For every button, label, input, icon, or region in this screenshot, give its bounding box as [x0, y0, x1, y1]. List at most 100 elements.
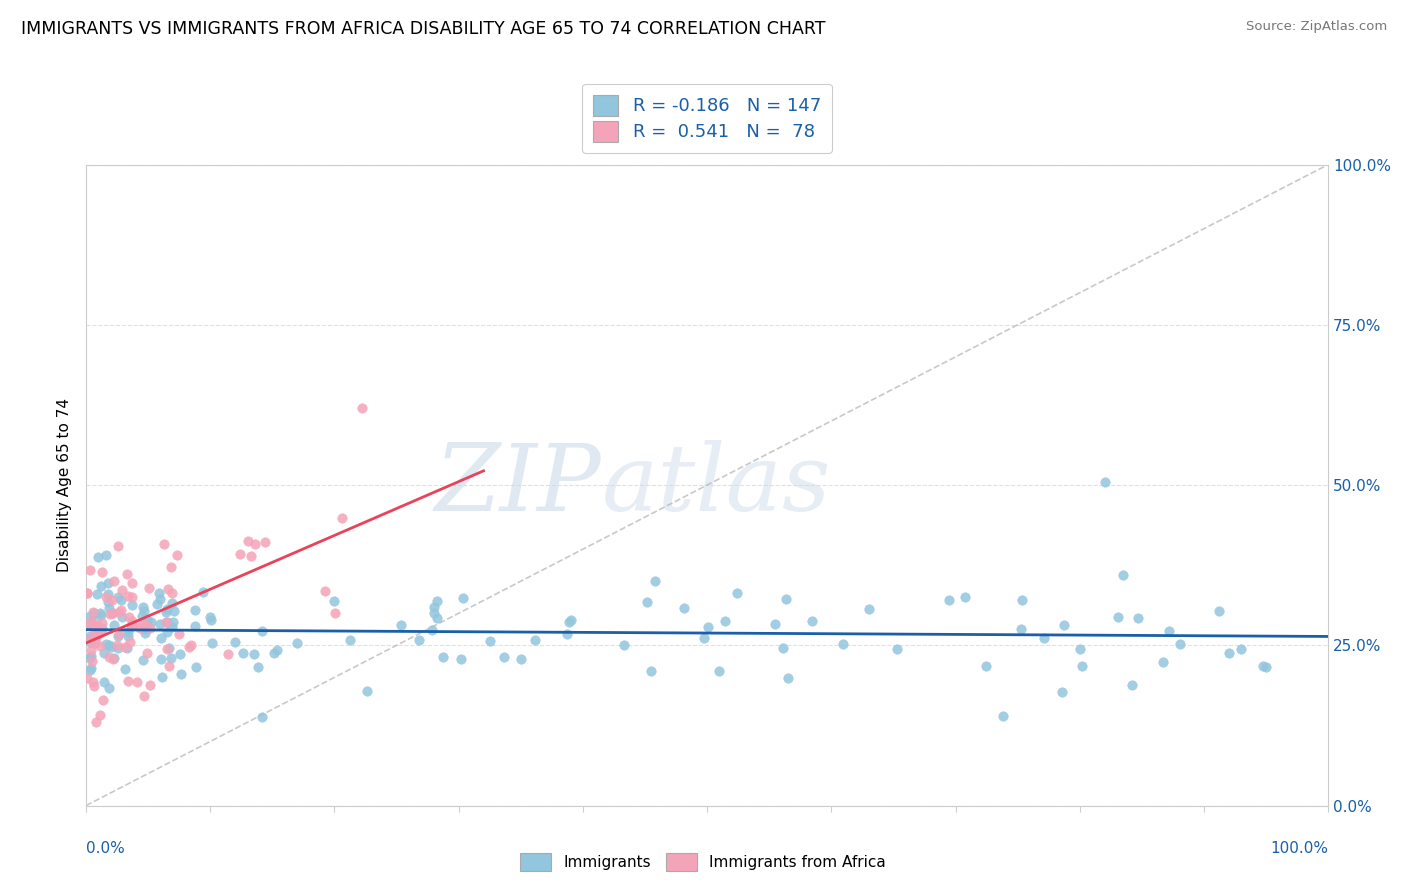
Point	[117, 589, 139, 603]
Point	[314, 583, 336, 598]
Point	[166, 549, 188, 563]
Text: IMMIGRANTS VS IMMIGRANTS FROM AFRICA DISABILITY AGE 65 TO 74 CORRELATION CHART: IMMIGRANTS VS IMMIGRANTS FROM AFRICA DIS…	[21, 20, 825, 37]
Point	[177, 640, 200, 655]
Point	[97, 601, 120, 615]
Point	[560, 613, 582, 627]
Point	[114, 640, 136, 655]
Point	[135, 646, 157, 660]
Point	[1070, 659, 1092, 673]
Point	[330, 510, 353, 524]
Point	[79, 635, 101, 649]
Point	[129, 621, 152, 635]
Text: 100.0%: 100.0%	[1270, 841, 1329, 855]
Point	[156, 615, 179, 629]
Point	[155, 615, 177, 630]
Point	[198, 610, 221, 624]
Point	[108, 627, 131, 641]
Point	[121, 614, 143, 628]
Point	[134, 622, 156, 636]
Point	[156, 642, 179, 657]
Point	[423, 600, 446, 615]
Point	[1107, 609, 1129, 624]
Point	[183, 603, 205, 617]
Point	[613, 638, 636, 652]
Point	[121, 590, 143, 604]
Point	[229, 547, 252, 561]
Point	[82, 605, 104, 619]
Point	[245, 537, 267, 551]
Point	[253, 535, 276, 549]
Point	[79, 615, 101, 630]
Point	[89, 708, 111, 723]
Point	[83, 636, 105, 650]
Point	[91, 692, 114, 706]
Point	[224, 635, 246, 649]
Point	[84, 715, 107, 730]
Point	[101, 593, 124, 607]
Point	[103, 618, 125, 632]
Point	[149, 617, 172, 632]
Point	[339, 632, 361, 647]
Point	[1011, 592, 1033, 607]
Point	[80, 661, 103, 675]
Point	[97, 587, 120, 601]
Point	[1251, 659, 1274, 673]
Point	[426, 593, 449, 607]
Point	[80, 655, 103, 669]
Point	[1208, 604, 1230, 618]
Point	[1112, 568, 1135, 582]
Point	[263, 646, 285, 660]
Point	[725, 586, 748, 600]
Point	[450, 652, 472, 666]
Point	[79, 608, 101, 623]
Point	[87, 622, 110, 636]
Point	[1157, 624, 1180, 638]
Point	[97, 649, 120, 664]
Point	[121, 619, 143, 633]
Point	[149, 631, 172, 645]
Point	[1010, 622, 1032, 636]
Point	[121, 619, 143, 633]
Point	[118, 610, 141, 624]
Point	[139, 615, 162, 629]
Point	[97, 681, 120, 696]
Point	[558, 615, 581, 630]
Point	[86, 628, 108, 642]
Point	[79, 651, 101, 665]
Point	[111, 610, 134, 624]
Point	[103, 651, 125, 665]
Point	[156, 625, 179, 640]
Point	[239, 549, 262, 564]
Point	[772, 640, 794, 655]
Point	[134, 626, 156, 640]
Point	[80, 649, 103, 664]
Point	[110, 593, 132, 607]
Point	[763, 616, 786, 631]
Point	[111, 582, 134, 597]
Point	[91, 566, 114, 580]
Point	[93, 674, 115, 689]
Text: 0.0%: 0.0%	[86, 841, 125, 855]
Point	[149, 591, 172, 606]
Point	[389, 618, 412, 632]
Point	[707, 665, 730, 679]
Point	[79, 664, 101, 678]
Point	[84, 631, 107, 645]
Point	[138, 622, 160, 636]
Point	[135, 618, 157, 632]
Point	[79, 563, 101, 577]
Point	[94, 591, 117, 605]
Point	[107, 629, 129, 643]
Point	[121, 617, 143, 632]
Point	[80, 643, 103, 657]
Point	[509, 651, 531, 665]
Point	[125, 675, 148, 690]
Point	[266, 642, 288, 657]
Point	[115, 567, 138, 582]
Point	[98, 607, 121, 622]
Point	[76, 586, 98, 600]
Point	[79, 632, 101, 647]
Point	[110, 603, 132, 617]
Point	[285, 636, 308, 650]
Point	[408, 632, 430, 647]
